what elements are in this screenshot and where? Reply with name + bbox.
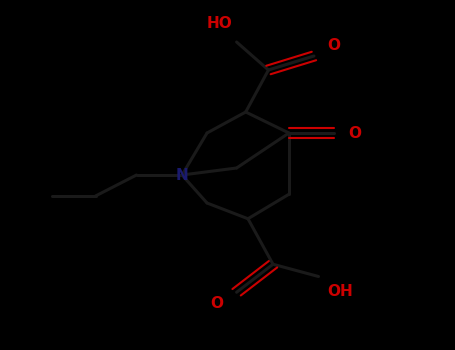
Text: N: N	[176, 168, 188, 182]
Text: O: O	[348, 126, 361, 140]
Text: O: O	[210, 296, 223, 311]
Text: HO: HO	[206, 16, 232, 32]
Text: OH: OH	[328, 284, 354, 299]
Text: O: O	[328, 37, 341, 52]
